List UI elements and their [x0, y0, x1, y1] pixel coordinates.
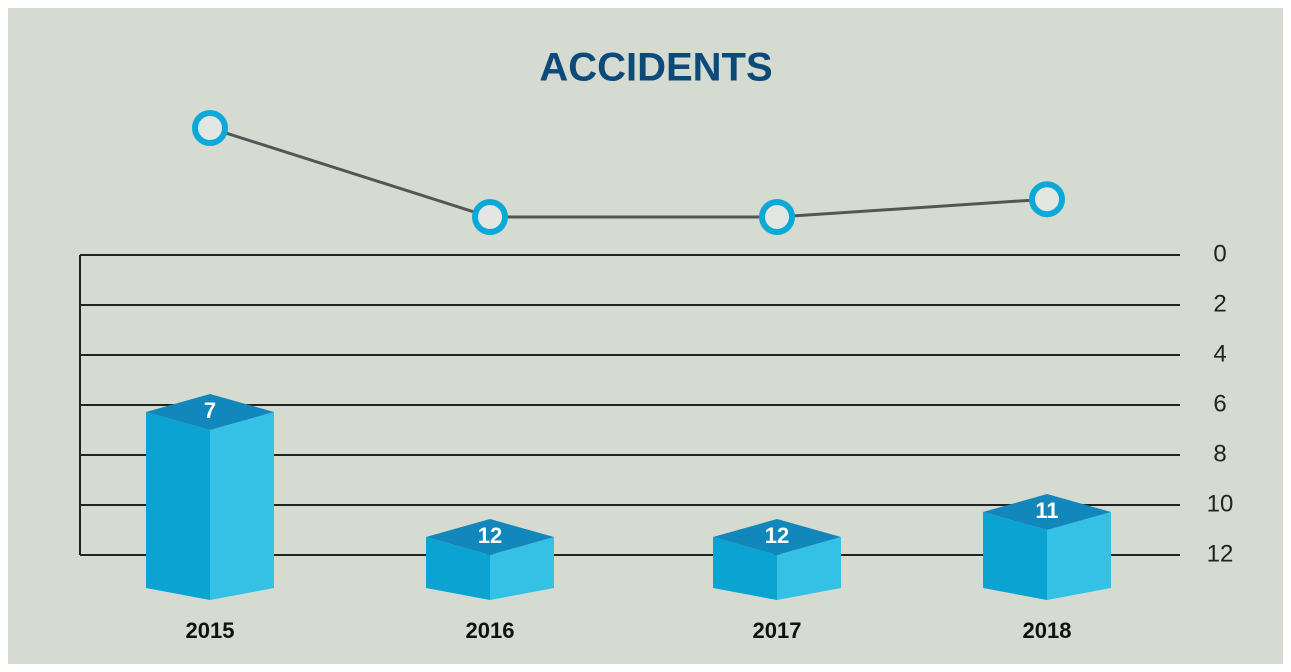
bar: [713, 519, 841, 600]
bar-right-face: [1047, 512, 1111, 600]
value-label: 12: [765, 523, 789, 548]
value-label: 7: [204, 398, 216, 423]
bar-left-face: [983, 512, 1047, 600]
line-point: [1029, 181, 1065, 218]
bar-top-face: [983, 494, 1111, 530]
trend-line: [209, 126, 1048, 219]
bar-top-face: [146, 394, 274, 430]
bar: [983, 494, 1111, 600]
line-point: [472, 199, 508, 235]
x-tick-label: 2015: [186, 618, 235, 643]
y-tick-label: 10: [1207, 490, 1234, 517]
y-tick-label: 12: [1207, 540, 1234, 567]
value-label: 12: [478, 523, 502, 548]
bar-right-face: [210, 412, 274, 600]
value-label: 11: [1035, 498, 1058, 523]
bar: [426, 519, 554, 600]
bar-left-face: [426, 537, 490, 600]
x-tick-label: 2016: [466, 618, 515, 643]
bar-left-face: [713, 537, 777, 600]
bar-top-face: [426, 519, 554, 555]
bar-left-face: [146, 412, 210, 600]
y-tick-label: 8: [1213, 440, 1226, 467]
bar: [146, 394, 274, 600]
line-point: [759, 199, 795, 235]
x-tick-label: 2017: [753, 618, 802, 643]
line-point: [192, 110, 228, 146]
bar-right-face: [777, 537, 841, 600]
y-tick-label: 4: [1213, 340, 1226, 367]
chart-title: ACCIDENTS: [539, 46, 772, 90]
y-tick-label: 6: [1213, 390, 1226, 417]
x-tick-label: 2018: [1023, 618, 1072, 643]
bar-top-face: [713, 519, 841, 555]
y-tick-label: 0: [1213, 240, 1226, 267]
bar-right-face: [490, 537, 554, 600]
y-tick-label: 2: [1213, 290, 1226, 317]
